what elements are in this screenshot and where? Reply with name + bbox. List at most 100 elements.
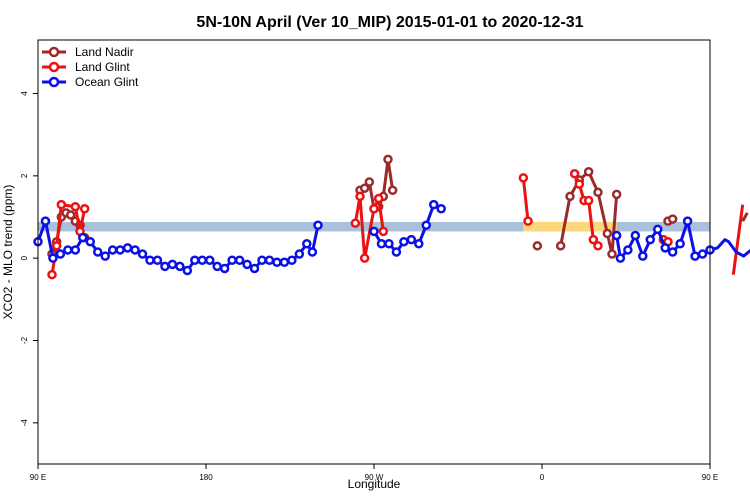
land-glint-point xyxy=(569,169,580,179)
ocean-glint-point xyxy=(55,249,66,259)
ocean-glint-point xyxy=(287,255,297,265)
land-glint-point xyxy=(574,179,585,189)
land-nadir-legend-marker xyxy=(48,46,60,58)
ocean-glint-point xyxy=(294,249,305,259)
ocean-glint-point xyxy=(391,247,402,257)
ocean-glint-legend-marker xyxy=(48,76,60,88)
x-tick-label: 180 xyxy=(199,473,213,482)
land-nadir-point xyxy=(532,241,543,251)
land-glint-line-segment-3 xyxy=(521,177,530,222)
land-glint-point xyxy=(593,241,603,251)
ocean-glint-series xyxy=(33,199,750,276)
ocean-glint-point xyxy=(160,261,170,272)
land-glint-point xyxy=(583,195,594,206)
land-glint-point xyxy=(56,199,67,210)
ocean-glint-point xyxy=(645,234,656,245)
land-nadir-point xyxy=(607,249,617,259)
ocean-glint-point xyxy=(428,199,439,210)
land-glint-point xyxy=(47,269,57,280)
land-nadir-point xyxy=(611,189,622,200)
ocean-glint-point xyxy=(257,255,267,265)
land-glint-point xyxy=(350,218,361,228)
x-axis-label: Longitude xyxy=(348,477,401,491)
ocean-glint-point xyxy=(630,230,641,241)
ocean-glint-point xyxy=(85,236,96,247)
x-axis: 90 E 180 90 W 0 90 E xyxy=(30,464,718,482)
ocean-glint-point xyxy=(145,255,155,265)
ocean-glint-point xyxy=(697,249,708,259)
land-glint-point xyxy=(70,201,81,212)
land-glint-point xyxy=(369,204,379,214)
ocean-glint-point xyxy=(107,245,118,255)
ocean-glint-point xyxy=(667,247,678,257)
y-tick-label: 2 xyxy=(20,173,29,178)
land-nadir-point xyxy=(602,228,613,239)
ocean-glint-point xyxy=(212,261,222,272)
land-nadir-legend-label: Land Nadir xyxy=(75,45,134,59)
ocean-glint-point xyxy=(652,224,663,235)
ocean-glint-point xyxy=(406,234,417,245)
ocean-glint-point xyxy=(137,249,148,259)
land-nadir-point xyxy=(359,183,370,193)
land-glint-point xyxy=(373,193,384,204)
ocean-glint-point xyxy=(421,220,432,230)
ocean-glint-point xyxy=(234,255,245,265)
land-glint-point xyxy=(523,216,533,226)
land-nadir-point xyxy=(65,210,76,220)
ocean-glint-point xyxy=(115,245,125,255)
x-tick-label: 90 E xyxy=(702,473,718,482)
ocean-glint-point xyxy=(384,239,394,249)
land-glint-point xyxy=(359,253,370,263)
ocean-glint-point xyxy=(175,261,185,272)
ocean-glint-point xyxy=(197,255,208,265)
ocean-glint-point xyxy=(242,259,252,270)
y-tick-label: -2 xyxy=(20,336,29,344)
land-nadir-point xyxy=(387,185,398,196)
land-nadir-point xyxy=(555,241,566,251)
land-nadir-point xyxy=(593,187,603,198)
x-tick-label: 90 W xyxy=(365,473,384,482)
land-glint-point xyxy=(79,204,90,214)
ocean-glint-point xyxy=(78,232,88,243)
ocean-glint-point xyxy=(92,247,103,257)
ocean-glint-point xyxy=(307,247,318,257)
ocean-glint-point xyxy=(414,239,424,249)
ocean-glint-point xyxy=(436,204,446,214)
ocean-glint-point xyxy=(63,245,73,255)
ocean-glint-point xyxy=(660,243,670,253)
ocean-glint-point xyxy=(40,216,51,226)
ocean-glint-point xyxy=(376,239,387,249)
x-tick-label: 90 E xyxy=(30,473,46,482)
y-tick-label: -4 xyxy=(20,419,29,427)
land-glint-point xyxy=(518,173,529,183)
ocean-glint-point xyxy=(219,263,230,274)
x-tick-label: 0 xyxy=(540,473,545,482)
ocean-glint-point xyxy=(264,255,275,265)
ocean-glint-point xyxy=(70,245,81,255)
chart-title: 5N-10N April (Ver 10_MIP) 2015-01-01 to … xyxy=(196,14,583,31)
ocean-glint-point xyxy=(638,251,648,261)
ocean-glint-point xyxy=(122,243,133,253)
ocean-glint-point xyxy=(152,255,163,265)
ocean-glint-point xyxy=(690,251,700,261)
ocean-glint-point xyxy=(130,245,140,255)
land-band xyxy=(523,221,617,232)
land-glint-point xyxy=(378,226,389,237)
ocean-glint-point xyxy=(369,226,379,237)
land-nadir-point xyxy=(364,177,375,187)
ocean-glint-point xyxy=(611,230,622,241)
land-nadir-line-segment-6 xyxy=(741,212,749,222)
land-glint-line-segment-6 xyxy=(731,204,745,275)
land-nadir-point xyxy=(383,154,393,165)
ocean-glint-point xyxy=(272,257,282,268)
land-nadir-point xyxy=(565,191,575,202)
land-glint-point xyxy=(588,234,599,245)
y-axis: -4 -2 0 2 4 xyxy=(20,91,38,427)
ocean-glint-point xyxy=(615,253,626,263)
ocean-glint-point xyxy=(204,255,215,265)
land-glint-series xyxy=(47,169,745,280)
ocean-glint-legend-label: Ocean Glint xyxy=(75,75,139,89)
y-axis-label: XCO2 - MLO trend (ppm) xyxy=(1,185,15,320)
